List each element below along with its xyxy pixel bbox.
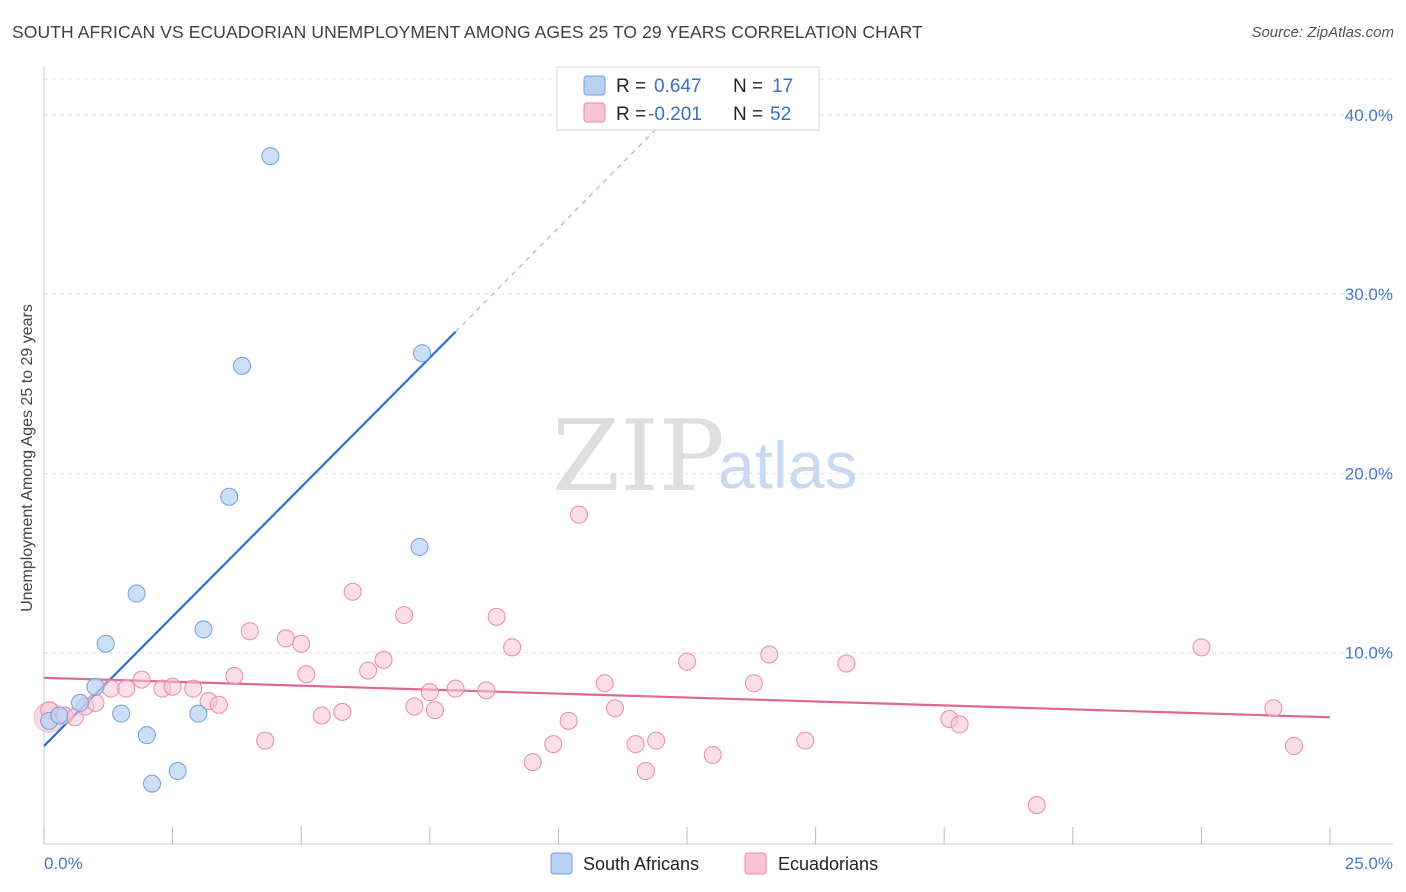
data-points <box>33 147 1303 815</box>
ecuadorians-point <box>374 650 393 669</box>
y-tick-label-10: 10.0% <box>1345 644 1393 663</box>
south-africans-point <box>127 584 146 603</box>
ecuadorians-point <box>184 679 203 698</box>
legend-r-value-pink: -0.201 <box>648 104 702 125</box>
ecuadorians-point <box>343 582 362 601</box>
trend-line-ecuadorians <box>43 676 1331 719</box>
ecuadorians-point <box>420 683 439 702</box>
ecuadorians-point <box>209 695 228 714</box>
x-tick-label-max: 25.0% <box>1345 854 1393 873</box>
ecuadorians-point <box>950 715 969 734</box>
ecuadorians-point <box>636 762 655 781</box>
legend-swatch-pink <box>583 102 606 123</box>
ecuadorians-point <box>225 667 244 686</box>
trend-line-south-africans-extension <box>455 123 662 333</box>
bottom-legend-swatch-ecuadorians <box>744 852 767 875</box>
ecuadorians-point <box>569 505 588 524</box>
ecuadorians-point <box>595 674 614 693</box>
ecuadorians-point <box>425 701 444 720</box>
south-africans-point <box>189 704 208 723</box>
chart-title: SOUTH AFRICAN VS ECUADORIAN UNEMPLOYMENT… <box>12 22 923 42</box>
bottom-legend-label-south-africans: South Africans <box>583 854 699 874</box>
ecuadorians-point <box>523 753 542 772</box>
watermark-atlas: atlas <box>718 428 857 502</box>
ecuadorians-point <box>101 679 120 698</box>
watermark-zip: ZIP <box>552 400 725 514</box>
south-africans-point <box>233 356 252 375</box>
ecuadorians-point <box>487 607 506 626</box>
trend-line-south-africans <box>43 331 457 747</box>
south-africans-point <box>143 774 162 793</box>
ecuadorians-point <box>796 731 815 750</box>
south-africans-point <box>194 620 213 639</box>
ecuadorians-point <box>678 652 696 671</box>
axes <box>43 66 1393 845</box>
ecuadorians-point <box>1192 638 1211 657</box>
legend-n-label-blue: N = <box>733 76 763 97</box>
source-label: Source: ZipAtlas.com <box>1251 24 1394 41</box>
ecuadorians-point <box>605 699 624 718</box>
south-africans-point <box>220 487 239 506</box>
y-tick-labels: 10.0% 20.0% 30.0% 40.0% <box>1345 106 1393 663</box>
legend-swatch-blue <box>583 75 606 96</box>
ecuadorians-point <box>760 645 779 664</box>
south-africans-point <box>137 726 156 745</box>
ecuadorians-point <box>163 677 182 696</box>
ecuadorians-point <box>312 706 331 725</box>
legend-n-label-pink: N = <box>733 104 763 125</box>
x-tick-label-min: 0.0% <box>44 854 83 873</box>
ecuadorians-point <box>703 745 722 764</box>
ecuadorians-point <box>559 711 578 730</box>
bottom-legend-label-ecuadorians: Ecuadorians <box>778 854 878 874</box>
legend-box: R = 0.647 N = 17 R = -0.201 N = 52 <box>556 66 820 131</box>
ecuadorians-point <box>744 674 763 693</box>
legend-n-value-pink: 52 <box>770 104 791 125</box>
ecuadorians-point <box>395 606 414 625</box>
ecuadorians-point <box>446 679 465 698</box>
ecuadorians-point <box>276 629 295 648</box>
ecuadorians-point <box>256 731 275 750</box>
ecuadorians-point <box>292 634 311 653</box>
ecuadorians-point <box>297 665 316 684</box>
legend-r-label-pink: R = <box>616 104 646 125</box>
ecuadorians-point <box>132 670 151 689</box>
south-africans-point <box>410 537 429 556</box>
bottom-legend: South Africans Ecuadorians <box>550 852 878 875</box>
south-africans-point <box>50 706 69 725</box>
south-africans-point <box>71 693 90 712</box>
legend-r-value-blue: 0.647 <box>654 76 702 97</box>
ecuadorians-point <box>1264 699 1283 718</box>
ecuadorians-point <box>503 638 522 657</box>
y-tick-label-20: 20.0% <box>1345 464 1393 483</box>
legend-n-value-blue: 17 <box>772 76 793 97</box>
south-africans-point <box>168 762 187 781</box>
south-africans-point <box>96 634 115 653</box>
ecuadorians-point <box>647 731 666 750</box>
ecuadorians-point <box>359 661 378 680</box>
ecuadorians-point <box>544 735 563 754</box>
legend-r-label-blue: R = <box>616 76 646 97</box>
watermark: ZIP atlas <box>552 400 857 514</box>
ecuadorians-point <box>86 693 105 712</box>
ecuadorians-point <box>626 735 645 754</box>
ecuadorians-point <box>240 622 259 641</box>
ecuadorians-point <box>1284 736 1303 755</box>
ecuadorians-point <box>333 702 352 721</box>
bottom-legend-swatch-south-africans <box>550 852 573 875</box>
south-africans-point <box>413 344 432 363</box>
south-africans-point <box>86 677 105 696</box>
ecuadorians-point <box>1027 796 1046 815</box>
south-africans-point <box>112 704 131 723</box>
trend-lines <box>43 123 1331 747</box>
y-tick-label-40: 40.0% <box>1345 106 1393 125</box>
x-tick-labels: 0.0% 25.0% <box>44 854 1393 873</box>
y-tick-label-30: 30.0% <box>1345 285 1393 304</box>
ecuadorians-point <box>837 654 856 673</box>
south-africans-point <box>261 147 280 166</box>
ecuadorians-point <box>405 697 424 716</box>
ecuadorians-point <box>477 681 496 700</box>
ecuadorians-point <box>117 679 136 698</box>
